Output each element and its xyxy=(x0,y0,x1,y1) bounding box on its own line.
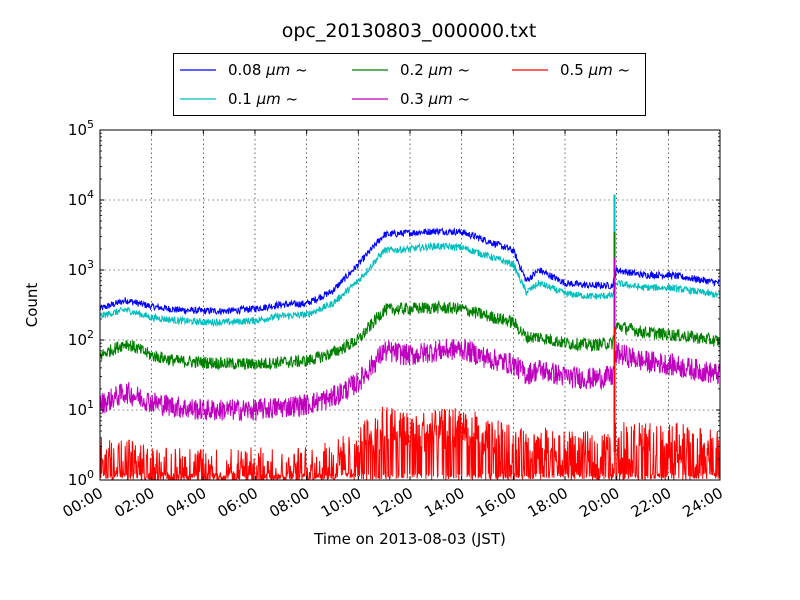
legend-label: 0.08 μm ~ xyxy=(228,61,308,79)
x-tick-label: 14:00 xyxy=(421,484,467,521)
legend-label: 0.5 μm ~ xyxy=(560,61,630,79)
y-tick-label: 105 xyxy=(68,118,94,139)
x-tick-label: 10:00 xyxy=(318,484,364,521)
legend-label: 0.2 μm ~ xyxy=(400,61,470,79)
y-tick-label: 103 xyxy=(68,258,94,279)
chart-title: opc_20130803_000000.txt xyxy=(282,20,537,42)
y-tick-label: 101 xyxy=(68,398,94,419)
legend-box xyxy=(173,53,646,116)
x-tick-label: 04:00 xyxy=(163,484,209,521)
x-tick-label: 06:00 xyxy=(215,484,261,521)
x-tick-label: 22:00 xyxy=(628,484,674,521)
y-axis-label: Count xyxy=(23,283,41,328)
x-tick-label: 24:00 xyxy=(680,484,726,521)
series-line xyxy=(100,299,720,371)
x-tick-label: 02:00 xyxy=(111,484,157,521)
series-line xyxy=(100,338,720,422)
y-tick-label: 104 xyxy=(68,188,94,209)
y-tick-label: 100 xyxy=(68,468,94,489)
x-axis-label: Time on 2013-08-03 (JST) xyxy=(313,530,506,548)
x-tick-label: 20:00 xyxy=(576,484,622,521)
x-tick-label: 08:00 xyxy=(266,484,312,521)
y-tick-label: 102 xyxy=(68,328,94,349)
x-tick-label: 16:00 xyxy=(473,484,519,521)
x-tick-label: 00:00 xyxy=(60,484,106,521)
legend-label: 0.3 μm ~ xyxy=(400,90,470,108)
series-line xyxy=(100,241,720,328)
y-axis: 100 101 102 103 104 105 xyxy=(68,118,720,489)
legend: 0.08 μm ~ 0.1 μm ~ 0.2 μm ~ 0.3 μm ~ 0.5 μm … xyxy=(173,53,646,116)
series-layer xyxy=(100,194,720,480)
series-line xyxy=(100,226,720,316)
x-tick-label: 18:00 xyxy=(525,484,571,521)
legend-label: 0.1 μm ~ xyxy=(228,90,298,108)
x-tick-label: 12:00 xyxy=(370,484,416,521)
